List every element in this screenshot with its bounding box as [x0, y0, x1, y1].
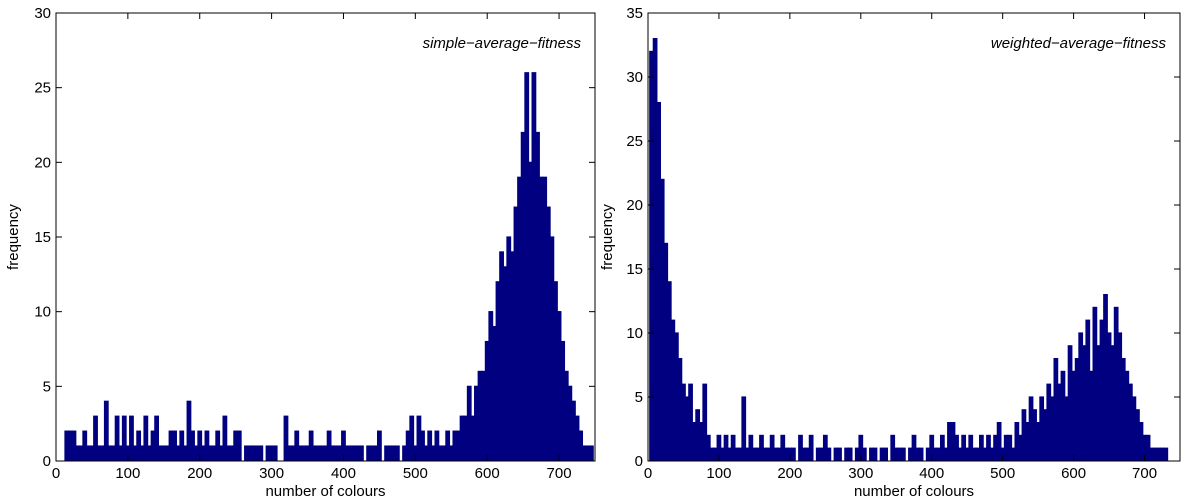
bar-84: [359, 445, 364, 461]
x-tick-label: 300: [848, 465, 873, 482]
x-tick-label: 700: [1132, 465, 1157, 482]
axes-box: [647, 12, 1181, 462]
x-tick-label: 200: [777, 465, 802, 482]
bar-66: [883, 447, 888, 461]
bar-89: [377, 430, 382, 461]
x-tick-label: 400: [331, 465, 356, 482]
bar-98: [996, 422, 1002, 461]
x-tick-label: 300: [259, 465, 284, 482]
x-tick-label: 0: [52, 465, 60, 482]
bar-60: [861, 447, 867, 461]
bar-18: [121, 415, 127, 461]
x-tick-label: 600: [1061, 465, 1086, 482]
bar-98: [409, 415, 415, 461]
y-tick-label: 15: [626, 261, 643, 278]
bar-50: [236, 430, 242, 461]
x-tick-label: 400: [919, 465, 944, 482]
annotation-label: weighted−average−fitness: [991, 35, 1167, 52]
x-tick-label: 100: [706, 465, 731, 482]
bar-63: [283, 415, 289, 461]
y-tick-label: 25: [626, 133, 643, 150]
annotation-label: simple−average−fitness: [423, 35, 582, 52]
y-tick-label: 5: [635, 389, 643, 406]
bar-20: [129, 415, 134, 461]
x-axis-label: number of colours: [854, 483, 974, 499]
y-tick-label: 10: [34, 304, 51, 321]
x-tick-label: 100: [115, 465, 140, 482]
chart-panel-2: 0 100 200 300 400 500 600 700 0 5 10 15 20 25 30 35 numb…: [599, 5, 1181, 499]
bar-27: [154, 415, 160, 461]
y-tick-label: 30: [626, 69, 643, 86]
x-tick-label: 0: [644, 465, 652, 482]
bar-148: [589, 445, 594, 461]
y-tick-label: 0: [635, 453, 643, 470]
bar-71: [900, 447, 906, 461]
bar-40: [791, 447, 796, 461]
y-axis-label: frequency: [5, 204, 22, 270]
bar-50: [826, 447, 832, 461]
bar-94: [394, 445, 400, 461]
bar-16: [114, 415, 120, 461]
x-tick-label: 200: [187, 465, 212, 482]
y-axis-label: frequency: [599, 204, 616, 270]
y-tick-label: 25: [34, 80, 51, 97]
y-tick-label: 0: [43, 453, 51, 470]
x-tick-label: 600: [475, 465, 500, 482]
y-tick-label: 20: [34, 154, 51, 171]
x-tick-label: 700: [547, 465, 572, 482]
x-tick-label: 500: [403, 465, 428, 482]
bar-45: [808, 434, 814, 461]
bar-60: [272, 445, 278, 461]
bar-46: [222, 415, 228, 461]
y-tick-label: 35: [626, 5, 643, 22]
bar-53: [837, 447, 842, 461]
bar-145: [1163, 447, 1169, 461]
bar-76: [918, 447, 924, 461]
y-tick-label: 10: [626, 325, 643, 342]
bars: [649, 37, 1169, 461]
bar-15: [702, 383, 708, 461]
bar-63: [872, 447, 878, 461]
bar-10: [93, 415, 98, 461]
bars: [64, 72, 594, 461]
chart-panel-1: 0 100 200 300 400 500 600 700 0 5 10 15 20 25 30 number…: [5, 5, 596, 499]
x-tick-label: 500: [990, 465, 1015, 482]
bar-26: [741, 396, 747, 461]
y-tick-label: 5: [43, 378, 51, 395]
y-tick-label: 15: [34, 229, 51, 246]
y-tick-label: 20: [626, 197, 643, 214]
bar-24: [143, 415, 149, 461]
x-axis-label: number of colours: [265, 483, 385, 499]
y-tick-label: 30: [34, 5, 51, 22]
bar-56: [847, 447, 853, 461]
bar-56: [258, 445, 264, 461]
